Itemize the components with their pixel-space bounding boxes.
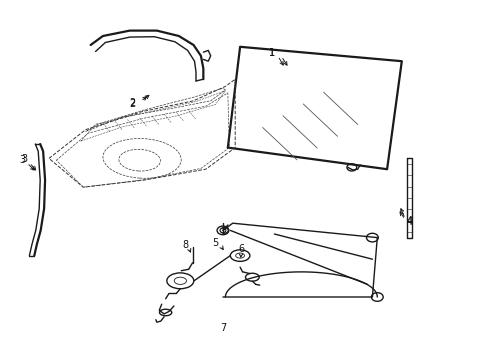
- Text: 4: 4: [406, 216, 412, 226]
- Text: 1: 1: [269, 48, 275, 58]
- Text: 8: 8: [182, 240, 188, 250]
- Circle shape: [220, 228, 226, 233]
- Text: 5: 5: [213, 238, 219, 248]
- Text: 6: 6: [239, 244, 245, 255]
- Text: 4: 4: [406, 217, 412, 228]
- Text: 3: 3: [19, 155, 25, 165]
- Text: 2: 2: [129, 98, 135, 108]
- Text: 1: 1: [269, 48, 275, 58]
- Text: 7: 7: [220, 323, 226, 333]
- Text: 3: 3: [22, 154, 27, 165]
- Text: 2: 2: [129, 99, 135, 109]
